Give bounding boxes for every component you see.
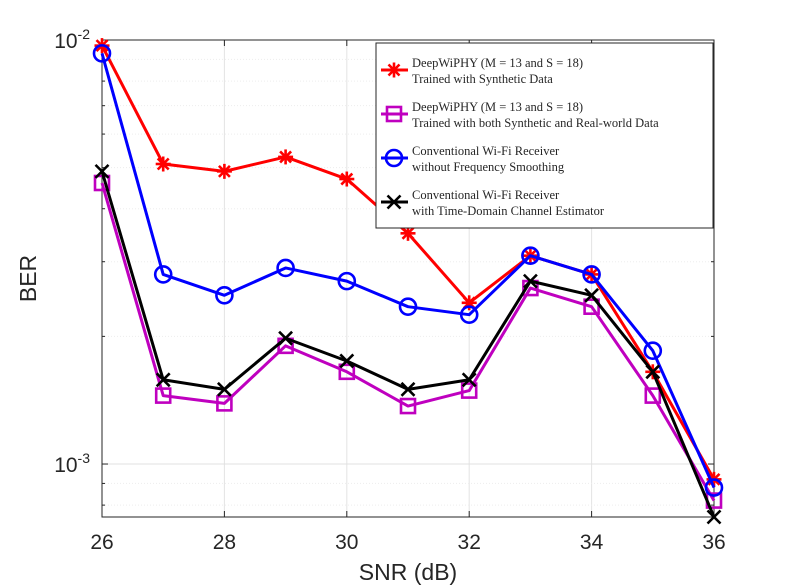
data-point (339, 171, 355, 187)
data-point (154, 387, 172, 404)
x-tick-label: 30 (335, 531, 358, 554)
data-point (92, 44, 112, 63)
data-point (216, 163, 232, 179)
legend-box (375, 42, 714, 229)
data-point (155, 156, 171, 172)
data-point (215, 285, 234, 305)
data-point (704, 478, 724, 497)
legend-marker (386, 62, 402, 78)
series-x (94, 163, 722, 525)
legend-marker (385, 105, 403, 123)
data-point (216, 395, 233, 412)
legend: DeepWiPHY (M = 13 and S = 18) Trained wit… (375, 42, 714, 229)
axes-box (101, 39, 715, 518)
data-point (398, 297, 418, 316)
x-tick-label: 36 (702, 531, 725, 554)
data-point (643, 341, 663, 361)
legend-label-line1: DeepWiPHY (M = 13 and S = 18) (412, 56, 583, 70)
y-tick-label: 10-3 (54, 450, 90, 477)
data-point (645, 364, 661, 380)
y-tick-label: 10-2 (54, 26, 90, 53)
series-line (100, 52, 716, 489)
series-circle (92, 44, 724, 497)
data-point (461, 372, 477, 388)
legend-label-line2: Trained with both Synthetic and Real-wor… (412, 116, 659, 130)
legend-entry: DeepWiPHY (M = 13 and S = 18) Trained wit… (381, 56, 583, 86)
data-point (276, 258, 295, 278)
legend-entry: DeepWiPHY (M = 13 and S = 18) Trained wit… (381, 100, 659, 130)
x-tick-label: 34 (580, 531, 604, 554)
legend-marker (384, 148, 404, 168)
data-point (153, 265, 173, 284)
series-line (100, 182, 716, 502)
data-point (278, 330, 294, 346)
data-point (216, 381, 232, 397)
data-point (339, 353, 355, 369)
data-point (399, 397, 417, 415)
data-point (583, 298, 600, 315)
data-point (459, 305, 479, 324)
x-tick-label: 32 (458, 531, 481, 554)
legend-entry: Conventional Wi-Fi Receiver without Frequ… (381, 144, 565, 174)
legend-label-line1: DeepWiPHY (M = 13 and S = 18) (412, 100, 583, 114)
tick-labels: 26 28 30 32 34 36 10-2 10-3 (54, 26, 725, 554)
data-point (400, 381, 416, 397)
data-point (522, 273, 538, 289)
legend-marker (386, 194, 402, 210)
data-point (338, 363, 356, 381)
legend-label-line2: without Frequency Smoothing (412, 160, 565, 174)
data-point (584, 287, 600, 303)
y-axis-label: BER (15, 255, 41, 302)
data-point (337, 271, 357, 291)
series-square (93, 174, 723, 509)
x-axis-label: SNR (dB) (359, 559, 457, 585)
data-point (155, 372, 171, 388)
data-point (400, 225, 416, 241)
data-point (460, 382, 478, 399)
data-point (278, 149, 294, 165)
legend-label-line2: Trained with Synthetic Data (412, 72, 553, 86)
legend-label-line1: Conventional Wi-Fi Receiver (412, 188, 560, 202)
data-point (582, 265, 601, 284)
data-point (94, 163, 110, 179)
legend-label-line2: with Time-Domain Channel Estimator (412, 204, 605, 218)
legend-entry: Conventional Wi-Fi Receiver with Time-Dom… (381, 188, 605, 218)
data-series (92, 38, 724, 525)
data-point (521, 246, 540, 265)
data-point (706, 509, 722, 525)
x-tick-label: 28 (213, 531, 236, 554)
legend-label-line1: Conventional Wi-Fi Receiver (412, 144, 560, 158)
x-tick-label: 26 (90, 531, 113, 554)
data-point (644, 387, 662, 404)
